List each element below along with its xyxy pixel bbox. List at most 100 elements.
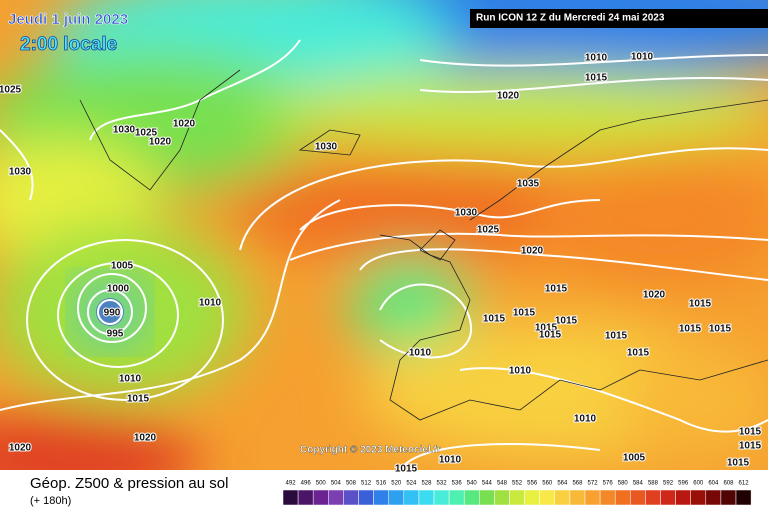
isobar-label: 1015 — [539, 330, 562, 341]
isobar-label: 1005 — [623, 453, 646, 464]
isobar-label: 1020 — [134, 433, 157, 444]
isobar-label: 1015 — [739, 427, 762, 438]
legend-label: 528 — [421, 481, 432, 487]
legend-swatch — [403, 489, 420, 506]
legend-label: 544 — [482, 481, 493, 487]
legend-label: 596 — [678, 481, 689, 487]
isobars — [0, 39, 768, 470]
isobar-label: 1005 — [111, 261, 134, 272]
isobar-label: 1015 — [535, 323, 558, 334]
legend-label: 548 — [497, 481, 508, 487]
isobar-label: 1015 — [395, 464, 418, 475]
isobar-label: 1010 — [439, 455, 462, 466]
legend-label: 520 — [391, 481, 402, 487]
legend-swatch — [479, 489, 495, 506]
legend-label: 492 — [286, 481, 297, 487]
isobar-label: 1010 — [631, 52, 654, 63]
legend-label: 496 — [301, 481, 312, 487]
isobar-label: 1030 — [9, 167, 32, 178]
isobar-label: 1035 — [517, 179, 540, 190]
legend-swatch — [388, 489, 405, 506]
legend-label: 592 — [663, 481, 674, 487]
legend-swatch — [524, 489, 540, 506]
isobar-label: 1015 — [127, 394, 150, 405]
run-banner — [470, 9, 768, 28]
isobar-label: 1010 — [409, 348, 432, 359]
isobar-label: 1020 — [9, 443, 32, 454]
legend-swatch — [358, 489, 374, 506]
legend-swatch — [343, 489, 359, 506]
legend-swatch — [494, 489, 510, 506]
legend-label: 580 — [618, 481, 629, 487]
legend-label: 604 — [708, 481, 719, 487]
legend-swatch — [297, 489, 314, 506]
legend-label: 512 — [361, 481, 372, 487]
legend-label: 500 — [316, 481, 327, 487]
isobar-label: 1010 — [509, 366, 532, 377]
copyright: Copyright © 2023 Meteociel.fr — [300, 445, 441, 456]
isobar-label: 1020 — [521, 246, 544, 257]
isobar-label: 1010 — [199, 298, 222, 309]
isobar-label: 1015 — [627, 348, 650, 359]
isobar-label: 1025 — [477, 225, 500, 236]
legend-swatch — [312, 489, 329, 506]
isobar-label: 1015 — [585, 73, 608, 84]
isobar-label: 1015 — [513, 308, 536, 319]
legend-swatch — [614, 489, 631, 506]
run-text: Run ICON 12 Z du Mercredi 24 mai 2023 — [476, 13, 665, 24]
isobar-label: 1010 — [574, 414, 597, 425]
legend-swatch — [599, 489, 616, 506]
legend-label: 588 — [648, 481, 659, 487]
legend-label: 552 — [512, 481, 523, 487]
legend-swatch — [539, 489, 556, 506]
date: Jeudi 1 juin 2023 — [8, 11, 128, 28]
isobar-label: 990 — [104, 308, 121, 319]
legend-label: 508 — [346, 481, 357, 487]
legend-label: 516 — [376, 481, 387, 487]
legend-label: 504 — [331, 481, 342, 487]
legend-swatch — [433, 489, 450, 506]
isobar-label: 1015 — [679, 324, 702, 335]
legend-label: 560 — [542, 481, 553, 487]
legend-swatch — [690, 489, 707, 506]
legend-swatch — [509, 489, 525, 506]
legend-swatch — [720, 489, 737, 506]
legend-swatch — [554, 489, 571, 506]
legend-swatch — [418, 489, 435, 506]
isobar-label: 1025 — [135, 128, 158, 139]
legend-label: 524 — [406, 481, 417, 487]
legend-label: 564 — [557, 481, 568, 487]
isobar-label: 1020 — [149, 137, 172, 148]
isobar-label: 1020 — [497, 91, 520, 102]
isobar-label: 1025 — [0, 85, 22, 96]
isobar-label: 1015 — [555, 316, 578, 327]
legend-swatch — [705, 489, 722, 506]
isobar-label: 1015 — [739, 441, 762, 452]
legend-swatch — [282, 489, 299, 506]
legend-label: 536 — [452, 481, 463, 487]
legend-label: 556 — [527, 481, 538, 487]
isobar-label: 1015 — [709, 324, 732, 335]
isobar-label: 1015 — [483, 314, 506, 325]
legend-swatch — [569, 489, 586, 506]
isobar-label: 1020 — [173, 119, 196, 130]
isobar-label: 1015 — [689, 299, 712, 310]
isobar-label: 1015 — [545, 284, 568, 295]
isobar-label: 1020 — [643, 290, 666, 301]
legend-swatch — [448, 489, 465, 506]
isobar-label: 1010 — [585, 53, 608, 64]
legend-label: 540 — [467, 481, 478, 487]
legend-swatch — [373, 489, 389, 506]
legend-label: 608 — [723, 481, 734, 487]
legend-swatch — [463, 489, 480, 506]
footer-title: Géop. Z500 & pression au sol — [30, 475, 228, 492]
legend-label: 572 — [588, 481, 599, 487]
isobar-label: 1030 — [315, 142, 338, 153]
legend-label: 568 — [572, 481, 583, 487]
legend-swatch — [584, 489, 601, 506]
isobar-label: 995 — [107, 329, 124, 340]
legend-swatch — [660, 489, 676, 506]
legend-label: 576 — [603, 481, 614, 487]
